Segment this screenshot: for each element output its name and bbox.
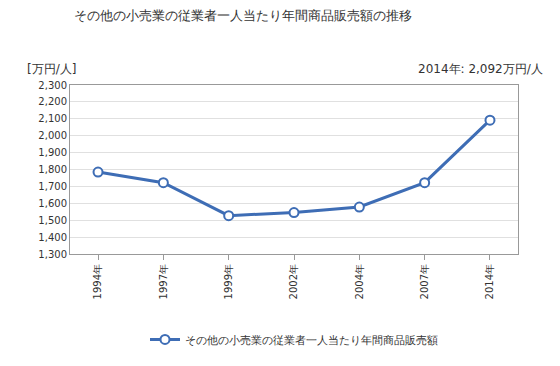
svg-text:1,900: 1,900 [38, 147, 67, 158]
svg-text:1,700: 1,700 [38, 181, 67, 192]
svg-text:その他の小売業の従業者一人当たり年間商品販売額: その他の小売業の従業者一人当たり年間商品販売額 [185, 334, 438, 347]
svg-text:2,300: 2,300 [38, 80, 67, 91]
svg-text:1994年: 1994年 [92, 264, 103, 299]
svg-text:2014年: 2014年 [484, 264, 495, 299]
svg-text:2,200: 2,200 [38, 96, 67, 107]
svg-text:2004年: 2004年 [354, 264, 365, 299]
svg-text:1999年: 1999年 [223, 264, 234, 299]
svg-text:1,800: 1,800 [38, 164, 67, 175]
svg-text:1,400: 1,400 [38, 232, 67, 243]
svg-text:2014年: 2,092万円/人: 2014年: 2,092万円/人 [418, 62, 543, 76]
svg-text:2007年: 2007年 [419, 264, 430, 299]
svg-text:1,500: 1,500 [38, 215, 67, 226]
svg-text:2002年: 2002年 [288, 264, 299, 299]
svg-text:1,300: 1,300 [38, 249, 67, 260]
svg-text:その他の小売業の従業者一人当たり年間商品販売額の推移: その他の小売業の従業者一人当たり年間商品販売額の推移 [74, 8, 412, 23]
svg-text:2,100: 2,100 [38, 113, 67, 124]
svg-text:2,000: 2,000 [38, 130, 67, 141]
svg-text:1997年: 1997年 [158, 264, 169, 299]
svg-text:1,600: 1,600 [38, 198, 67, 209]
svg-text:[万円/人]: [万円/人] [27, 62, 76, 76]
